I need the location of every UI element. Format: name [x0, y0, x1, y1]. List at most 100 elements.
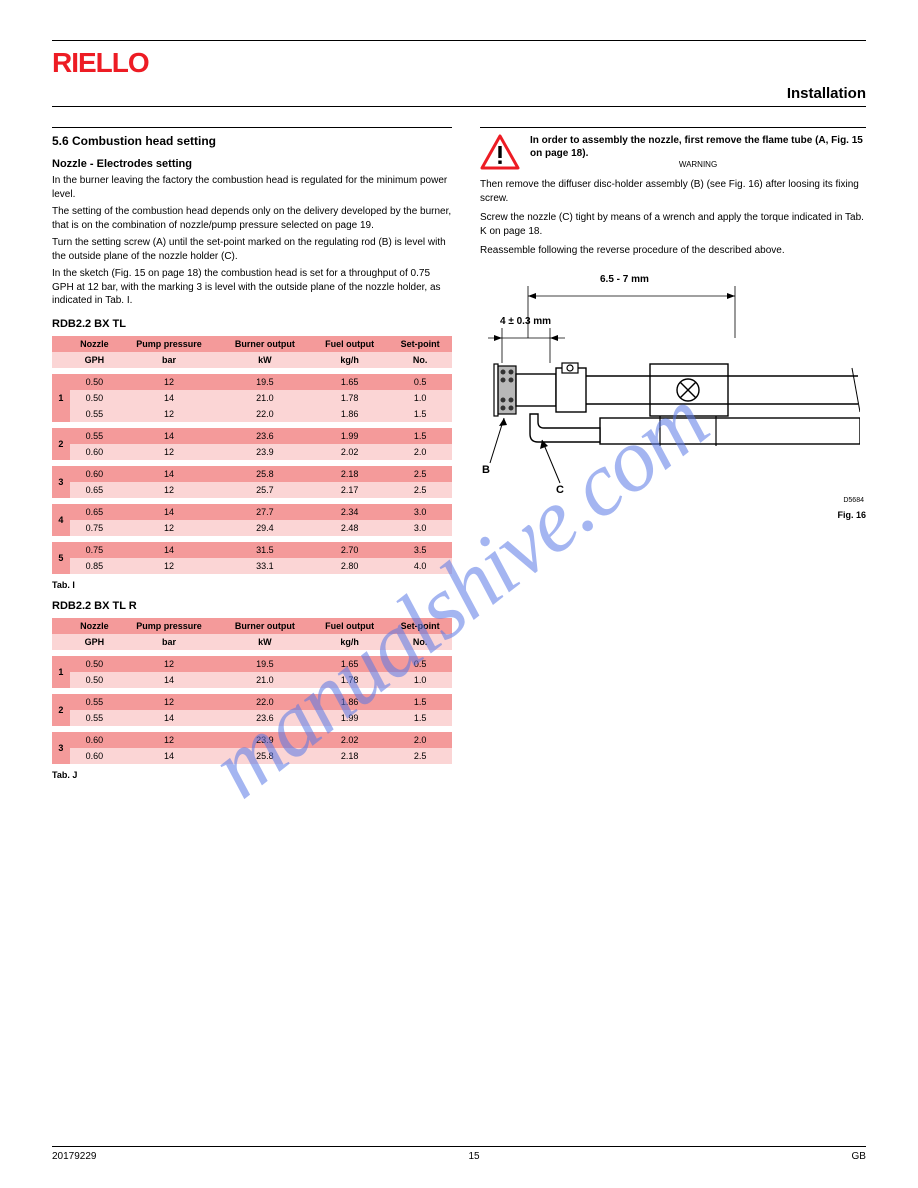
table-header-cell: [52, 336, 70, 352]
table-cell: 1.5: [388, 694, 452, 710]
warning-row: In order to assembly the nozzle, first r…: [480, 134, 866, 170]
dim-label-2: 6.5 - 7 mm: [600, 274, 649, 285]
table-cell: 2.48: [311, 520, 388, 536]
table-unit-cell: bar: [119, 634, 219, 650]
table-cell: 2.0: [388, 732, 452, 748]
table-cell: 2.5: [388, 466, 452, 482]
table-cell: 14: [119, 542, 219, 558]
table-cell: 1.5: [388, 428, 452, 444]
table-header-cell: Nozzle: [70, 336, 120, 352]
table-cell: 14: [119, 504, 219, 520]
left-intro-2: The setting of the combustion head depen…: [52, 205, 452, 232]
table-cell: 1.5: [388, 406, 452, 422]
table-header-cell: Fuel output: [311, 336, 388, 352]
table-cell: 12: [119, 732, 219, 748]
figure-caption: Fig. 16: [837, 510, 866, 520]
table-cell: 0.75: [70, 542, 120, 558]
table-cell: 4.0: [388, 558, 452, 574]
table-cell: 0.65: [70, 504, 120, 520]
table-j-title: RDB2.2 BX TL R: [52, 600, 452, 612]
table-header-cell: Burner output: [219, 336, 311, 352]
table-cell: 1.99: [311, 710, 388, 726]
table-cell: 3: [52, 732, 70, 764]
table-i-title: RDB2.2 BX TL: [52, 318, 452, 330]
table-cell: 29.4: [219, 520, 311, 536]
table-cell: 3.0: [388, 520, 452, 536]
table-j: NozzlePump pressureBurner outputFuel out…: [52, 618, 452, 764]
table-cell: 14: [119, 466, 219, 482]
figure-16-svg: [480, 268, 860, 518]
warning-text: In order to assembly the nozzle, first r…: [530, 135, 866, 160]
table-unit-cell: GPH: [70, 634, 120, 650]
table-cell: 3: [52, 466, 70, 498]
table-cell: 12: [119, 558, 219, 574]
table-cell: 1.65: [311, 374, 388, 390]
table-cell: 2.80: [311, 558, 388, 574]
table-cell: 1: [52, 374, 70, 422]
table-cell: 1.86: [311, 694, 388, 710]
dim-label-1: 4 ± 0.3 mm: [500, 316, 551, 327]
table-header-cell: Nozzle: [70, 618, 120, 634]
section-title: Installation: [787, 85, 866, 102]
table-cell: 0.85: [70, 558, 120, 574]
warning-label: WARNING: [530, 160, 866, 169]
table-unit-cell: GPH: [70, 352, 120, 368]
table-cell: 33.1: [219, 558, 311, 574]
table-unit-cell: kg/h: [311, 634, 388, 650]
table-cell: 1.99: [311, 428, 388, 444]
table-cell: 21.0: [219, 390, 311, 406]
table-cell: 0.50: [70, 672, 120, 688]
table-unit-cell: No.: [388, 634, 452, 650]
table-unit-cell: No.: [388, 352, 452, 368]
table-cell: 14: [119, 428, 219, 444]
left-intro-4: In the sketch (Fig. 15 on page 18) the c…: [52, 267, 452, 308]
footer-lang: GB: [852, 1151, 866, 1162]
page-footer: 20179229 15 GB: [52, 1146, 866, 1162]
two-column-layout: 5.6 Combustion head setting Nozzle - Ele…: [52, 127, 866, 790]
table-cell: 2.5: [388, 748, 452, 764]
section-title-row: Installation: [52, 85, 866, 107]
table-cell: 2.34: [311, 504, 388, 520]
table-cell: 2.70: [311, 542, 388, 558]
table-cell: 0.55: [70, 428, 120, 444]
table-cell: 14: [119, 672, 219, 688]
table-cell: 2: [52, 428, 70, 460]
table-cell: 2.0: [388, 444, 452, 460]
footer-doc: 20179229: [52, 1151, 97, 1162]
warning-icon: [480, 134, 520, 170]
table-cell: 1.86: [311, 406, 388, 422]
table-cell: 1.78: [311, 672, 388, 688]
table-unit-cell: kg/h: [311, 352, 388, 368]
table-cell: 12: [119, 374, 219, 390]
table-unit-cell: [52, 634, 70, 650]
table-cell: 1: [52, 656, 70, 688]
table-cell: 2.02: [311, 444, 388, 460]
table-cell: 25.8: [219, 748, 311, 764]
table-cell: 0.75: [70, 520, 120, 536]
callout-b: B: [482, 464, 490, 476]
right-body-3: Reassemble following the reverse procedu…: [480, 244, 866, 258]
brand-logo: RIELLO: [52, 47, 866, 79]
table-cell: 0.5: [388, 656, 452, 672]
table-cell: 23.6: [219, 428, 311, 444]
diagram-code: D5684: [843, 497, 864, 504]
table-cell: 1.0: [388, 390, 452, 406]
table-header-cell: Set-point: [388, 336, 452, 352]
table-cell: 12: [119, 520, 219, 536]
table-cell: 12: [119, 406, 219, 422]
right-body-2: Screw the nozzle (C) tight by means of a…: [480, 211, 866, 238]
table-cell: 5: [52, 542, 70, 574]
table-cell: 2.17: [311, 482, 388, 498]
table-cell: 0.55: [70, 406, 120, 422]
table-cell: 19.5: [219, 374, 311, 390]
table-header-cell: Fuel output: [311, 618, 388, 634]
table-cell: 25.8: [219, 466, 311, 482]
table-cell: 0.60: [70, 444, 120, 460]
table-unit-cell: bar: [119, 352, 219, 368]
warning-text-block: In order to assembly the nozzle, first r…: [530, 135, 866, 169]
table-cell: 0.55: [70, 710, 120, 726]
table-cell: 31.5: [219, 542, 311, 558]
figure-16-diagram: 6.5 - 7 mm 4 ± 0.3 mm B C D5684 Fig. 16: [480, 268, 866, 518]
table-i-caption: Tab. I: [52, 580, 452, 590]
table-cell: 12: [119, 656, 219, 672]
